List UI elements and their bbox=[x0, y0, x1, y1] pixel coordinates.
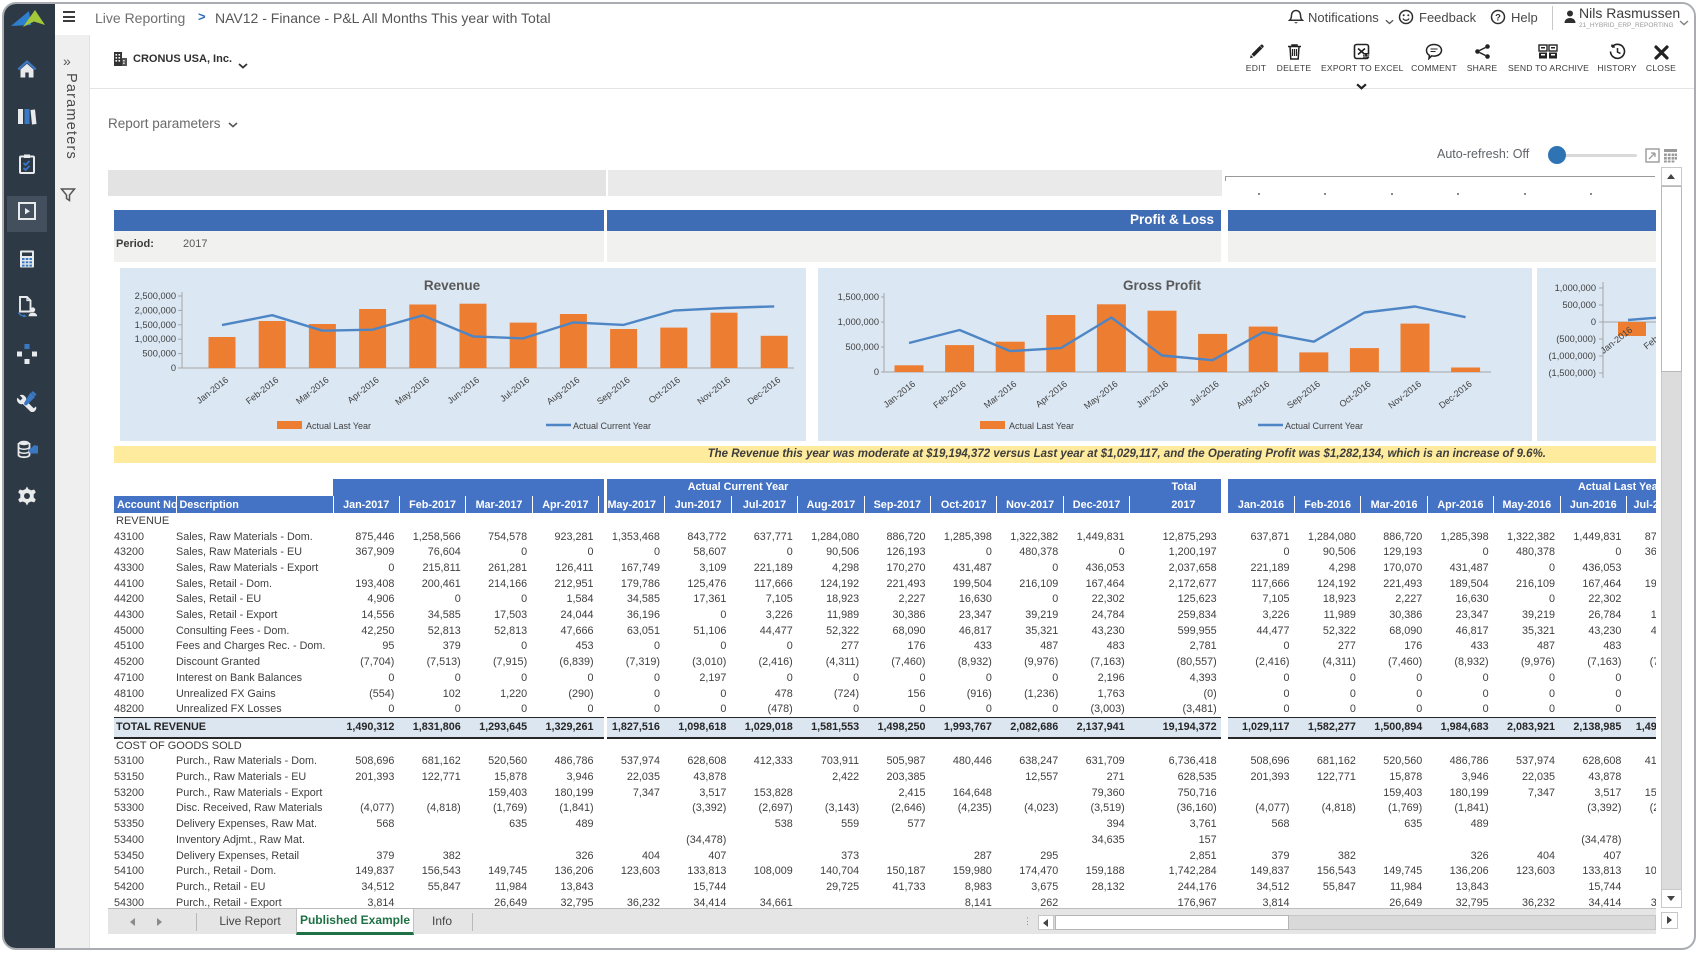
svg-text:1,000,000: 1,000,000 bbox=[1555, 283, 1596, 293]
svg-text:1,000,000: 1,000,000 bbox=[135, 334, 176, 344]
svg-text:?: ? bbox=[1495, 13, 1501, 24]
svg-text:0: 0 bbox=[171, 363, 176, 373]
svg-text:0: 0 bbox=[1591, 317, 1596, 327]
svg-text:500,000: 500,000 bbox=[845, 342, 879, 352]
svg-text:1,500,000: 1,500,000 bbox=[838, 292, 879, 302]
svg-text:(500,000): (500,000) bbox=[1556, 334, 1596, 344]
svg-text:Actual Current Year: Actual Current Year bbox=[1285, 421, 1363, 431]
svg-text:1,500,000: 1,500,000 bbox=[135, 320, 176, 330]
svg-text:Actual Last Year: Actual Last Year bbox=[306, 421, 371, 431]
svg-text:Revenue: Revenue bbox=[424, 278, 481, 293]
svg-text:2,500,000: 2,500,000 bbox=[135, 291, 176, 301]
svg-text:XLS: XLS bbox=[1361, 53, 1370, 58]
svg-text:2,000,000: 2,000,000 bbox=[135, 305, 176, 315]
svg-text:(1,500,000): (1,500,000) bbox=[1548, 368, 1596, 378]
svg-text:Gross Profit: Gross Profit bbox=[1123, 278, 1202, 293]
svg-text:500,000: 500,000 bbox=[1562, 300, 1596, 310]
svg-text:(1,000,000): (1,000,000) bbox=[1548, 351, 1596, 361]
svg-text:Actual Current Year: Actual Current Year bbox=[573, 421, 651, 431]
svg-text:0: 0 bbox=[874, 367, 879, 377]
svg-text:Actual Last Year: Actual Last Year bbox=[1009, 421, 1074, 431]
svg-text:1,000,000: 1,000,000 bbox=[838, 317, 879, 327]
svg-text:500,000: 500,000 bbox=[142, 349, 176, 359]
